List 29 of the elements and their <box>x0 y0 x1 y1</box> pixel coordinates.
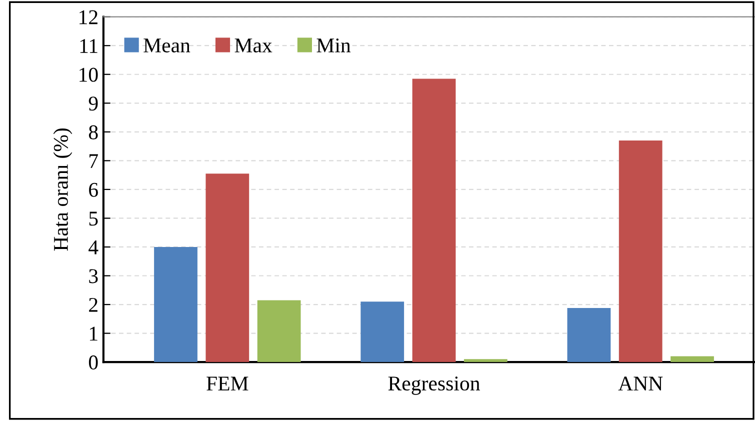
y-tick-label: 5 <box>89 212 98 226</box>
y-tick-label: 1 <box>90 326 98 341</box>
bar <box>360 302 404 362</box>
y-tick-label: 10 <box>80 68 98 82</box>
legend-label: Min <box>316 38 351 52</box>
y-tick-label: 8 <box>88 125 98 140</box>
y-axis-title: Hata oranı (%) <box>53 128 72 251</box>
legend-label: Max <box>234 38 272 52</box>
bar <box>257 300 301 362</box>
legend-label: Mean <box>144 38 190 52</box>
y-tick-label: 11 <box>80 39 98 53</box>
y-tick-label: 7 <box>90 154 98 168</box>
bar <box>567 308 611 362</box>
bar <box>618 140 662 362</box>
x-tick-label: Regression <box>388 376 480 395</box>
bar <box>154 246 198 362</box>
y-tick-label: 9 <box>88 96 98 111</box>
y-tick-label: 3 <box>89 269 98 284</box>
x-tick-label: ANN <box>618 376 663 390</box>
bar <box>206 174 250 362</box>
y-tick-label: 2 <box>89 298 98 312</box>
y-tick-label: 12 <box>80 10 98 24</box>
y-tick-label: 6 <box>89 182 98 197</box>
bar <box>464 359 508 362</box>
y-tick-label: 4 <box>88 240 98 254</box>
bar <box>670 356 714 362</box>
x-tick-label: FEM <box>206 376 248 390</box>
y-tick-label: 0 <box>88 355 98 370</box>
bar <box>412 78 456 362</box>
